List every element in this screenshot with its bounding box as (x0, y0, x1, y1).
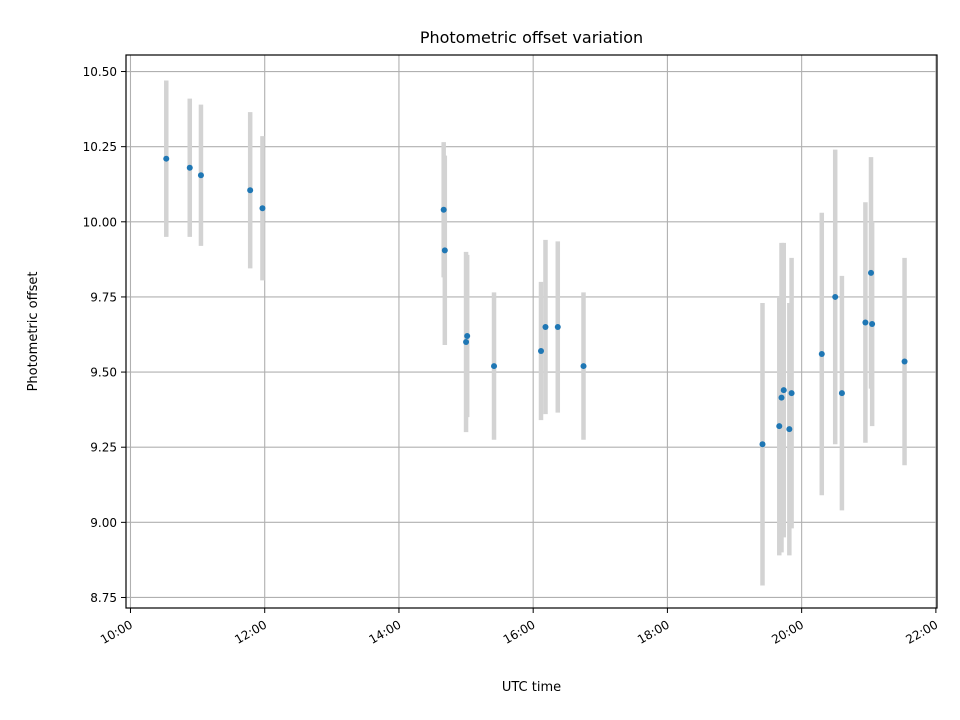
y-tick-label: 9.25 (90, 441, 117, 455)
data-point (868, 269, 875, 276)
y-tick-label: 10.25 (83, 140, 117, 154)
y-tick-label: 9.50 (90, 366, 117, 380)
data-points (163, 155, 908, 448)
data-point (538, 348, 545, 355)
data-point (464, 333, 471, 340)
data-point (901, 358, 908, 365)
y-tick-label: 8.75 (90, 591, 117, 605)
data-point (778, 394, 785, 401)
x-axis-label: UTC time (502, 680, 561, 695)
data-point (197, 172, 204, 179)
y-tick-label: 10.00 (83, 215, 117, 229)
data-point (780, 387, 787, 394)
data-point (818, 351, 825, 358)
data-point (554, 323, 561, 330)
y-axis-label: Photometric offset (26, 272, 41, 392)
data-point (441, 247, 448, 254)
data-point (163, 155, 170, 162)
data-point (788, 390, 795, 397)
data-point (832, 293, 839, 300)
data-point (838, 390, 845, 397)
y-tick-label: 9.75 (90, 290, 117, 304)
data-point (862, 319, 869, 326)
data-point (247, 187, 254, 194)
data-point (580, 363, 587, 370)
data-point (786, 426, 793, 433)
grid (126, 55, 937, 608)
data-point (759, 441, 766, 448)
y-tick-label: 9.00 (90, 516, 117, 530)
data-point (869, 320, 876, 327)
data-point (776, 423, 783, 430)
data-point (491, 363, 498, 370)
data-point (463, 339, 470, 346)
data-point (440, 206, 447, 213)
data-point (542, 323, 549, 330)
chart-title: Photometric offset variation (420, 28, 643, 47)
data-point (259, 205, 266, 212)
data-point (186, 164, 193, 171)
plot-area-frame (125, 54, 938, 609)
y-tick-label: 10.50 (83, 65, 117, 79)
